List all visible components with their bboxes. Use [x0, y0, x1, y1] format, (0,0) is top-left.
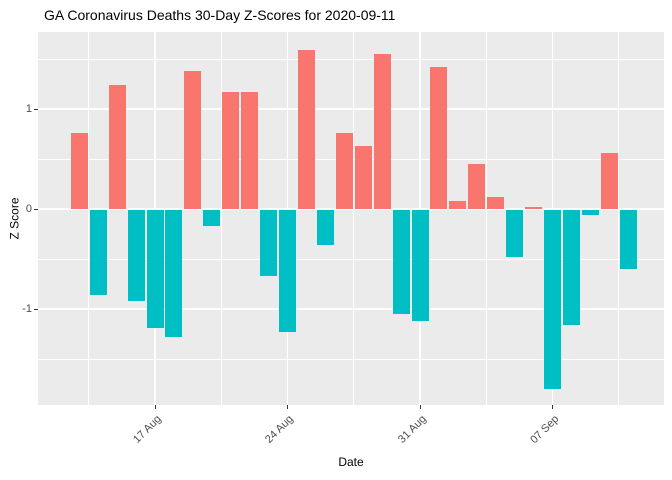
vertical-minor-gridline [485, 32, 487, 405]
y-axis-tick-label: 0 [25, 202, 32, 215]
chart-title: GA Coronavirus Deaths 30-Day Z-Scores fo… [44, 7, 396, 23]
bar-2020-09-06 [525, 207, 543, 209]
bar-2020-09-01 [430, 67, 448, 209]
bar-2020-09-07 [544, 210, 562, 389]
horizontal-major-gridline [38, 308, 664, 310]
bar-2020-08-29 [373, 54, 391, 209]
x-axis-title: Date [338, 455, 364, 469]
bar-2020-08-30 [392, 210, 410, 314]
bar-2020-08-24 [279, 210, 297, 332]
x-axis-tick-label-text: 17 Aug [130, 413, 164, 446]
x-axis-tick-label-text: 31 Aug [395, 413, 429, 446]
bar-2020-09-03 [468, 164, 486, 209]
bar-2020-09-05 [506, 210, 524, 257]
bar-2020-08-15 [108, 85, 126, 209]
bar-2020-08-14 [89, 210, 107, 295]
y-axis-tick-label: -1 [22, 302, 32, 315]
bar-2020-08-17 [146, 210, 164, 328]
x-axis-tick [552, 405, 554, 409]
bar-2020-08-31 [411, 210, 429, 321]
x-axis-tick-label: 07 Sep [473, 413, 561, 446]
bar-2020-08-23 [260, 210, 278, 276]
bar-2020-09-04 [487, 197, 505, 209]
horizontal-minor-gridline [38, 258, 664, 260]
bar-2020-08-28 [354, 146, 372, 209]
vertical-minor-gridline [88, 32, 90, 405]
horizontal-major-gridline [38, 108, 664, 110]
x-axis-tick-label-text: 24 Aug [263, 413, 297, 446]
vertical-minor-gridline [220, 32, 222, 405]
bar-2020-08-27 [335, 133, 353, 209]
bar-2020-08-13 [70, 133, 88, 209]
bar-2020-08-21 [222, 92, 240, 209]
vertical-minor-gridline [618, 32, 620, 405]
horizontal-minor-gridline [38, 58, 664, 60]
bar-2020-08-18 [165, 210, 183, 337]
x-axis-tick-label: 17 Aug [75, 413, 164, 446]
y-axis-tick [34, 108, 38, 110]
bar-2020-08-16 [127, 210, 145, 301]
y-axis-title: Z Score [7, 197, 22, 240]
x-axis-tick-label: 31 Aug [340, 413, 429, 446]
bar-2020-08-20 [203, 210, 221, 226]
vertical-minor-gridline [353, 32, 355, 405]
horizontal-major-gridline [38, 208, 664, 210]
bar-2020-08-22 [241, 92, 259, 209]
x-axis-tick [154, 405, 156, 409]
y-axis-tick-label: 1 [25, 102, 32, 115]
x-axis-tick [287, 405, 289, 409]
x-axis-tick [419, 405, 421, 409]
x-axis-tick-label: 24 Aug [208, 413, 296, 446]
bar-2020-09-10 [600, 153, 618, 209]
bar-2020-09-02 [449, 201, 467, 209]
bar-2020-08-26 [316, 210, 334, 245]
plot-panel [38, 32, 664, 405]
y-axis-tick [34, 208, 38, 210]
bar-2020-09-11 [619, 210, 637, 269]
x-axis-tick-label-text: 07 Sep [527, 413, 562, 447]
bar-2020-09-08 [562, 210, 580, 325]
bar-2020-08-25 [297, 50, 315, 209]
bar-2020-09-09 [581, 210, 599, 215]
y-axis-tick [34, 308, 38, 310]
bar-2020-08-19 [184, 71, 202, 209]
horizontal-minor-gridline [38, 358, 664, 360]
